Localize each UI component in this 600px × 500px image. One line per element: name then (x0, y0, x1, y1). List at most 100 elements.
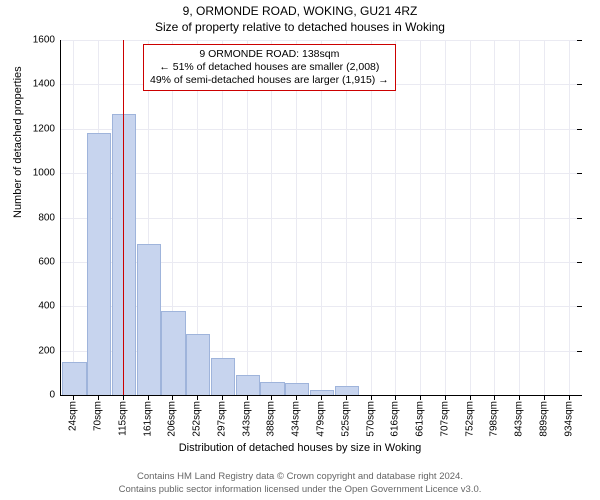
x-tick-mark (445, 395, 446, 400)
y-tick-mark (577, 262, 582, 263)
x-tick-mark (494, 395, 495, 400)
x-tick-mark (395, 395, 396, 400)
histogram-bar (285, 383, 309, 395)
footer-line-1: Contains HM Land Registry data © Crown c… (0, 471, 600, 482)
chart-title-main: 9, ORMONDE ROAD, WOKING, GU21 4RZ (0, 4, 600, 18)
y-tick-mark (577, 218, 582, 219)
x-tick-mark (197, 395, 198, 400)
x-tick-label: 525sqm (340, 401, 351, 437)
x-tick-label: 70sqm (93, 401, 104, 431)
gridline-v (544, 40, 545, 395)
histogram-bar (87, 133, 111, 395)
histogram-bar (310, 390, 334, 395)
chart-container: 9, ORMONDE ROAD, WOKING, GU21 4RZ Size o… (0, 0, 600, 500)
gridline-v (222, 40, 223, 395)
footer-line-2: Contains public sector information licen… (0, 484, 600, 495)
gridline-v (296, 40, 297, 395)
x-tick-label: 297sqm (216, 401, 227, 437)
x-tick-mark (420, 395, 421, 400)
y-tick-label: 1400 (33, 79, 55, 90)
y-tick-mark (577, 84, 582, 85)
gridline-v (395, 40, 396, 395)
y-tick-label: 1600 (33, 35, 55, 46)
x-axis-label: Distribution of detached houses by size … (0, 442, 600, 454)
annotation-box: 9 ORMONDE ROAD: 138sqm← 51% of detached … (143, 44, 396, 91)
x-tick-label: 798sqm (489, 401, 500, 437)
y-tick-label: 200 (38, 345, 55, 356)
x-tick-label: 752sqm (464, 401, 475, 437)
x-tick-mark (346, 395, 347, 400)
x-tick-mark (519, 395, 520, 400)
x-tick-label: 161sqm (142, 401, 153, 437)
x-tick-mark (123, 395, 124, 400)
annotation-line: ← 51% of detached houses are smaller (2,… (150, 61, 389, 74)
y-tick-label: 1200 (33, 123, 55, 134)
x-tick-mark (98, 395, 99, 400)
x-tick-mark (371, 395, 372, 400)
y-tick-label: 1000 (33, 168, 55, 179)
x-tick-mark (296, 395, 297, 400)
y-tick-mark (577, 40, 582, 41)
x-tick-mark (271, 395, 272, 400)
x-tick-mark (148, 395, 149, 400)
y-tick-mark (577, 395, 582, 396)
gridline-v (321, 40, 322, 395)
gridline-v (569, 40, 570, 395)
gridline-v (346, 40, 347, 395)
y-axis-label: Number of detached properties (12, 66, 24, 218)
y-tick-label: 600 (38, 256, 55, 267)
gridline-v (371, 40, 372, 395)
histogram-bar (236, 375, 260, 395)
histogram-bar (137, 244, 161, 395)
x-tick-label: 479sqm (316, 401, 327, 437)
gridline-v (247, 40, 248, 395)
x-tick-label: 343sqm (241, 401, 252, 437)
gridline-v (271, 40, 272, 395)
marker-line (123, 40, 124, 395)
gridline-v (494, 40, 495, 395)
x-tick-mark (222, 395, 223, 400)
x-tick-label: 661sqm (415, 401, 426, 437)
x-tick-label: 388sqm (266, 401, 277, 437)
gridline-v (445, 40, 446, 395)
histogram-bar (186, 334, 210, 395)
x-tick-mark (321, 395, 322, 400)
x-tick-mark (569, 395, 570, 400)
histogram-bar (112, 114, 136, 395)
x-tick-label: 115sqm (117, 401, 128, 436)
histogram-bar (260, 382, 284, 395)
annotation-line: 49% of semi-detached houses are larger (… (150, 74, 389, 87)
y-tick-mark (577, 173, 582, 174)
histogram-bar (335, 386, 359, 395)
x-tick-label: 889sqm (538, 401, 549, 437)
y-tick-label: 400 (38, 301, 55, 312)
x-tick-label: 24sqm (68, 401, 79, 431)
x-tick-label: 434sqm (291, 401, 302, 437)
gridline-v (73, 40, 74, 395)
x-tick-label: 707sqm (439, 401, 450, 437)
x-tick-mark (172, 395, 173, 400)
y-tick-mark (577, 306, 582, 307)
histogram-bar (211, 358, 235, 395)
annotation-line: 9 ORMONDE ROAD: 138sqm (150, 48, 389, 61)
x-tick-mark (247, 395, 248, 400)
x-tick-mark (73, 395, 74, 400)
x-tick-label: 252sqm (192, 401, 203, 437)
histogram-bar (62, 362, 86, 395)
histogram-bar (161, 311, 185, 395)
gridline-v (420, 40, 421, 395)
y-tick-mark (577, 351, 582, 352)
x-tick-label: 934sqm (563, 401, 574, 437)
gridline-v (470, 40, 471, 395)
chart-title-sub: Size of property relative to detached ho… (0, 20, 600, 34)
plot-area: 0200400600800100012001400160024sqm70sqm1… (60, 40, 581, 396)
x-tick-label: 206sqm (167, 401, 178, 437)
gridline-v (519, 40, 520, 395)
x-tick-label: 616sqm (390, 401, 401, 437)
x-tick-mark (544, 395, 545, 400)
y-tick-label: 0 (49, 390, 55, 401)
x-tick-label: 570sqm (365, 401, 376, 437)
y-tick-label: 800 (38, 212, 55, 223)
x-tick-mark (470, 395, 471, 400)
x-tick-label: 843sqm (514, 401, 525, 437)
